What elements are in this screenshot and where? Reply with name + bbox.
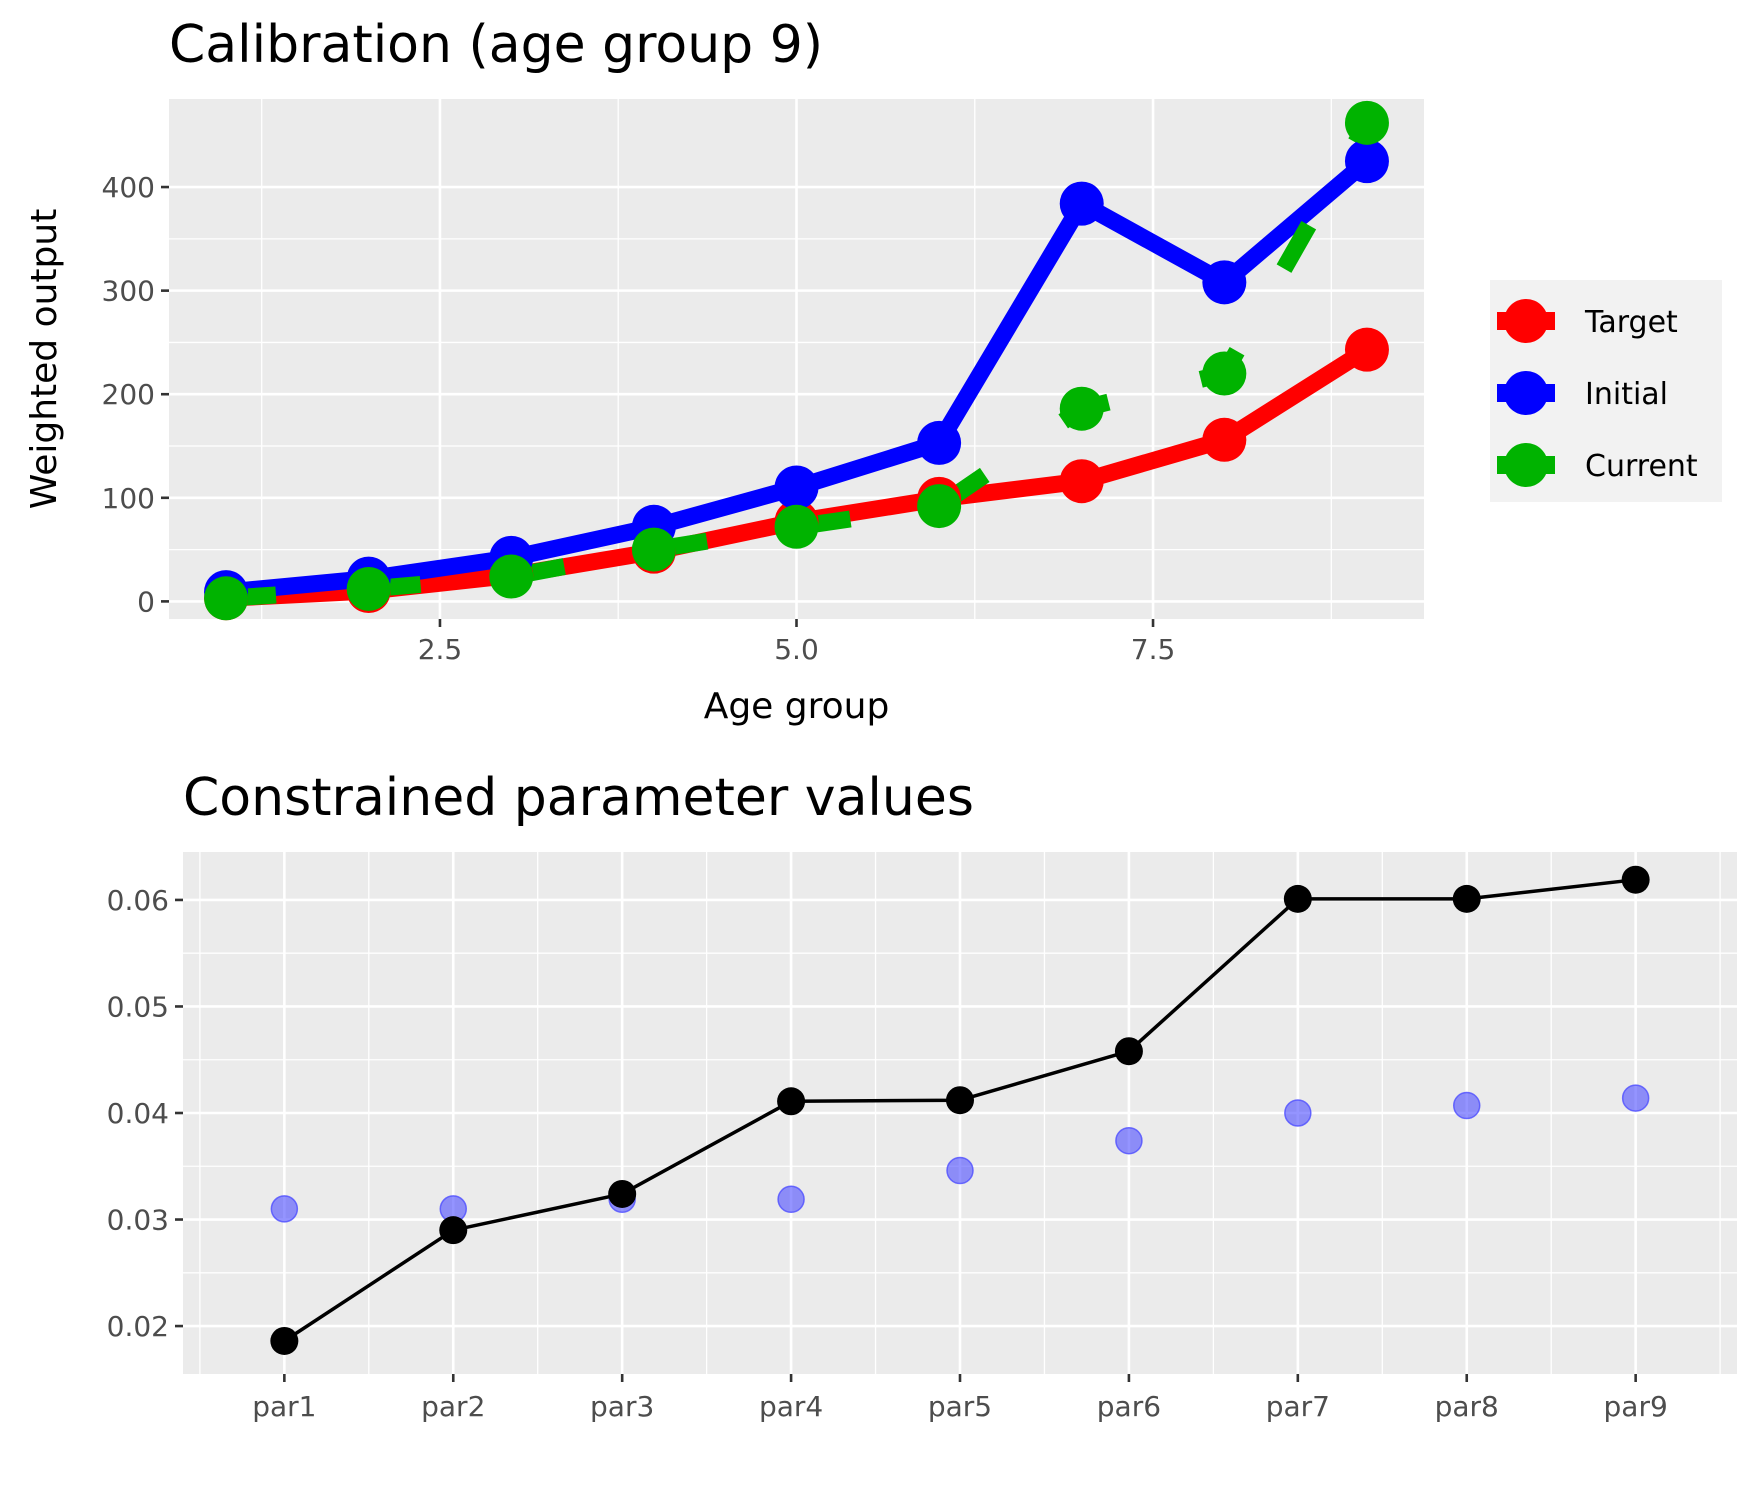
parameter-chart: par1 par2 par3 par4 par5 par6 par7 par8 par9 0.02… [107,768,1737,1423]
data-point-target [1344,327,1389,372]
series-line-current [225,118,1375,607]
data-point-target [1202,417,1247,462]
data-point-current [204,576,249,621]
x-tick-label: par7 [1266,1390,1330,1423]
constrained-parameter-point [946,1086,974,1115]
data-point-current [631,527,676,572]
initial-parameter-point [270,1195,299,1223]
initial-parameter-point [946,1156,974,1185]
data-point-current [1344,100,1389,145]
legend-label-initial: Initial [1585,377,1668,412]
data-point-initial [774,465,819,510]
data-point-target [1059,459,1104,504]
x-tick-label: par6 [1097,1390,1161,1423]
x-tick-label: 2.5 [418,633,463,666]
constrained-parameter-point [1452,884,1481,913]
x-axis-title: Age group [704,686,890,727]
x-tick-label: par2 [421,1390,485,1423]
y-tick-label: 0.06 [107,884,169,917]
data-point-initial [917,420,962,465]
data-point-current [774,504,819,549]
y-tick-label: 0.04 [107,1097,169,1130]
data-point-current [917,484,962,529]
x-tick-label: par3 [590,1390,654,1423]
constrained-parameter-point [608,1179,637,1208]
x-tick-label: par8 [1435,1390,1499,1423]
initial-parameter-point [1621,1084,1650,1112]
y-tick-label: 0.02 [107,1310,169,1343]
legend: Target Initial Current [1490,280,1722,502]
chart-title: Constrained parameter values [183,768,974,828]
constrained-parameter-point [270,1326,299,1355]
calibration-chart: 2.5 5.0 7.5 0 100 200 300 400 Calibration (age g… [24,15,1722,727]
initial-parameter-point [1115,1126,1143,1155]
initial-parameter-point [1284,1099,1312,1127]
x-tick-label: par9 [1604,1390,1668,1423]
data-point-current [346,566,391,611]
x-tick-label: par1 [252,1390,316,1423]
y-tick-label: 0.03 [107,1204,169,1237]
data-point-initial [1344,139,1389,184]
constrained-parameter-point [439,1216,468,1245]
y-tick-label: 400 [102,171,155,204]
constrained-parameter-point [1114,1037,1143,1066]
y-tick-label: 0.05 [107,990,169,1023]
y-tick-label: 100 [102,482,155,515]
initial-parameter-point [777,1185,805,1214]
data-point-current [489,554,534,599]
constrained-parameter-point [1621,865,1650,894]
y-tick-label: 300 [102,275,155,308]
legend-key-point [1504,443,1548,487]
legend-label-target: Target [1584,305,1678,340]
y-tick-label: 200 [102,378,155,411]
initial-parameter-point [1452,1091,1481,1120]
x-tick-label: par5 [928,1390,992,1423]
legend-key-point [1504,371,1548,415]
data-point-initial [1202,260,1247,305]
y-axis-title: Weighted output [24,209,65,510]
data-point-initial [1059,181,1104,226]
y-tick-label: 0 [137,585,155,618]
chart-title: Calibration (age group 9) [169,15,823,75]
legend-key-point [1504,299,1548,343]
x-tick-label: par4 [759,1390,823,1423]
x-tick-label: 7.5 [1131,633,1176,666]
x-tick-label: 5.0 [774,633,819,666]
data-point-current [1202,351,1247,396]
constrained-parameter-point [777,1087,806,1116]
data-point-current [1059,386,1104,431]
constrained-parameter-point [1283,884,1312,913]
legend-label-current: Current [1585,449,1698,484]
